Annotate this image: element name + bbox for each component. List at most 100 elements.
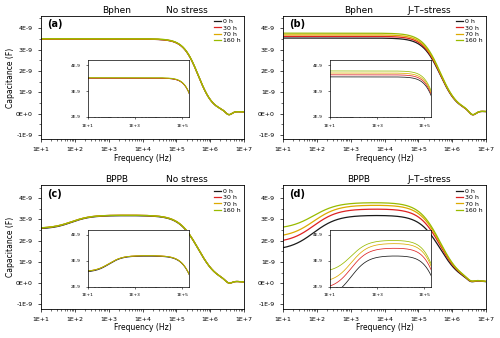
160 h xyxy=(241,280,247,284)
Line: 160 h: 160 h xyxy=(41,215,244,283)
30 h xyxy=(212,103,218,107)
160 h xyxy=(280,225,286,229)
70 h xyxy=(455,268,461,272)
Line: 30 h: 30 h xyxy=(283,209,486,282)
0 h xyxy=(455,101,461,105)
Y-axis label: Capacitance (F): Capacitance (F) xyxy=(6,217,15,277)
160 h xyxy=(161,38,167,42)
30 h xyxy=(241,110,247,114)
70 h xyxy=(398,205,404,209)
0 h xyxy=(241,110,247,114)
70 h xyxy=(398,34,404,38)
Line: 0 h: 0 h xyxy=(41,216,244,283)
X-axis label: Frequency (Hz): Frequency (Hz) xyxy=(356,154,414,163)
70 h xyxy=(372,203,378,208)
160 h xyxy=(410,34,416,39)
0 h xyxy=(374,214,380,218)
70 h xyxy=(483,280,489,284)
30 h xyxy=(470,113,476,117)
Text: Bphen: Bphen xyxy=(102,5,130,15)
70 h xyxy=(280,233,286,237)
0 h xyxy=(161,38,167,42)
Line: 160 h: 160 h xyxy=(283,203,486,281)
Line: 160 h: 160 h xyxy=(41,39,244,115)
30 h xyxy=(168,39,173,43)
0 h xyxy=(156,38,162,42)
70 h xyxy=(156,37,162,41)
0 h xyxy=(50,37,56,41)
160 h xyxy=(213,271,219,275)
160 h xyxy=(455,268,461,272)
30 h xyxy=(404,36,409,40)
70 h xyxy=(161,38,167,42)
70 h xyxy=(156,214,162,218)
30 h xyxy=(398,35,404,39)
0 h xyxy=(168,217,173,221)
160 h xyxy=(226,281,232,285)
30 h xyxy=(280,34,286,39)
Line: 0 h: 0 h xyxy=(41,39,244,115)
0 h xyxy=(280,246,286,250)
30 h xyxy=(226,281,232,285)
X-axis label: Frequency (Hz): Frequency (Hz) xyxy=(114,323,172,333)
0 h xyxy=(162,216,168,220)
0 h xyxy=(226,113,232,117)
0 h xyxy=(292,242,298,246)
Line: 30 h: 30 h xyxy=(283,37,486,115)
160 h xyxy=(168,39,173,43)
160 h xyxy=(292,31,298,35)
0 h xyxy=(434,66,440,70)
160 h xyxy=(280,31,286,35)
30 h xyxy=(124,213,130,217)
Line: 30 h: 30 h xyxy=(41,39,244,115)
70 h xyxy=(162,215,168,219)
160 h xyxy=(434,63,440,67)
70 h xyxy=(470,113,476,117)
30 h xyxy=(434,238,440,242)
160 h xyxy=(372,201,378,205)
X-axis label: Frequency (Hz): Frequency (Hz) xyxy=(356,323,414,333)
160 h xyxy=(192,241,198,245)
160 h xyxy=(404,33,409,37)
Line: 70 h: 70 h xyxy=(283,206,486,282)
70 h xyxy=(50,224,56,228)
0 h xyxy=(226,281,232,285)
Text: (d): (d) xyxy=(290,189,306,199)
30 h xyxy=(434,65,440,69)
70 h xyxy=(226,113,232,117)
0 h xyxy=(192,66,198,70)
160 h xyxy=(124,213,130,217)
30 h xyxy=(292,34,298,39)
160 h xyxy=(50,224,56,228)
30 h xyxy=(156,38,162,42)
70 h xyxy=(168,217,173,221)
0 h xyxy=(192,242,198,246)
30 h xyxy=(455,269,461,273)
160 h xyxy=(404,203,409,208)
0 h xyxy=(212,103,218,107)
X-axis label: Frequency (Hz): Frequency (Hz) xyxy=(114,154,172,163)
160 h xyxy=(434,235,440,239)
Text: J–T–stress: J–T–stress xyxy=(408,5,451,15)
0 h xyxy=(404,38,409,42)
30 h xyxy=(410,212,416,216)
30 h xyxy=(241,280,247,284)
160 h xyxy=(212,103,218,107)
Line: 70 h: 70 h xyxy=(41,39,244,115)
70 h xyxy=(192,66,198,70)
70 h xyxy=(280,33,286,37)
160 h xyxy=(241,110,247,114)
160 h xyxy=(398,202,404,207)
70 h xyxy=(50,37,56,41)
30 h xyxy=(38,37,44,41)
30 h xyxy=(38,226,44,230)
Legend: 0 h, 30 h, 70 h, 160 h: 0 h, 30 h, 70 h, 160 h xyxy=(212,187,242,214)
0 h xyxy=(469,280,475,284)
160 h xyxy=(38,37,44,41)
70 h xyxy=(410,36,416,40)
160 h xyxy=(156,37,162,41)
30 h xyxy=(455,101,461,105)
Text: BPPB: BPPB xyxy=(346,175,370,184)
Legend: 0 h, 30 h, 70 h, 160 h: 0 h, 30 h, 70 h, 160 h xyxy=(454,18,484,44)
70 h xyxy=(213,271,219,275)
